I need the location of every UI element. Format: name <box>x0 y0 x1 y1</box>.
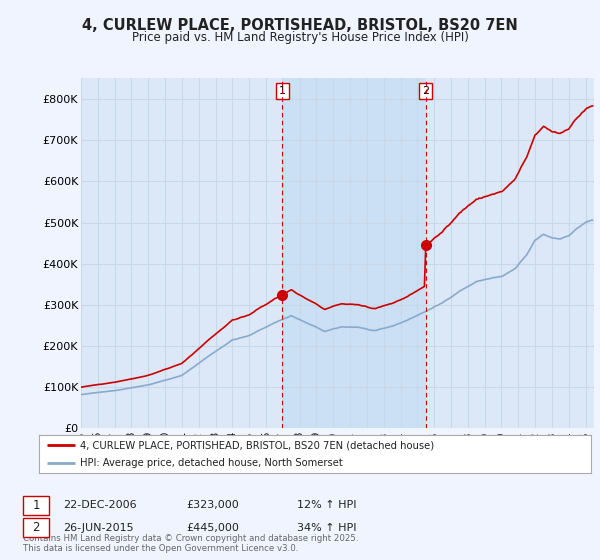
Text: 12% ↑ HPI: 12% ↑ HPI <box>297 500 356 510</box>
Text: 1: 1 <box>32 498 40 512</box>
Text: 4, CURLEW PLACE, PORTISHEAD, BRISTOL, BS20 7EN: 4, CURLEW PLACE, PORTISHEAD, BRISTOL, BS… <box>82 18 518 33</box>
Text: Contains HM Land Registry data © Crown copyright and database right 2025.
This d: Contains HM Land Registry data © Crown c… <box>23 534 358 553</box>
Text: 22-DEC-2006: 22-DEC-2006 <box>63 500 137 510</box>
Bar <box>283 78 425 428</box>
Text: 1: 1 <box>279 86 286 96</box>
Text: 2: 2 <box>422 86 429 96</box>
Text: 4, CURLEW PLACE, PORTISHEAD, BRISTOL, BS20 7EN (detached house): 4, CURLEW PLACE, PORTISHEAD, BRISTOL, BS… <box>80 440 434 450</box>
Text: £323,000: £323,000 <box>186 500 239 510</box>
Text: £445,000: £445,000 <box>186 522 239 533</box>
Text: HPI: Average price, detached house, North Somerset: HPI: Average price, detached house, Nort… <box>80 458 343 468</box>
Text: 34% ↑ HPI: 34% ↑ HPI <box>297 522 356 533</box>
Text: Price paid vs. HM Land Registry's House Price Index (HPI): Price paid vs. HM Land Registry's House … <box>131 31 469 44</box>
Text: 26-JUN-2015: 26-JUN-2015 <box>63 522 134 533</box>
Text: 2: 2 <box>32 521 40 534</box>
